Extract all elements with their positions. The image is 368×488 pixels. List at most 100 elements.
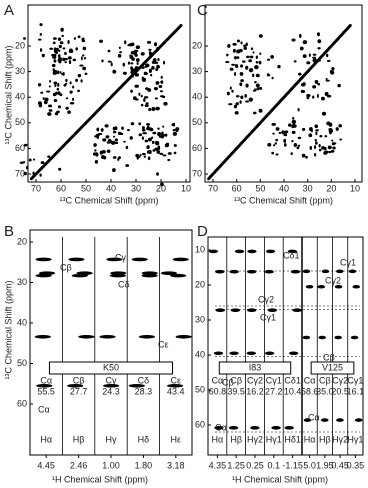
- label: -1.15: [282, 460, 303, 470]
- cross-peak: [314, 138, 317, 142]
- label: Hγ1: [347, 434, 363, 444]
- label: Cγ1: [260, 312, 276, 322]
- cross-peak: [148, 107, 152, 112]
- peak: [290, 269, 301, 274]
- cross-peak: [103, 155, 107, 160]
- cross-peak: [73, 37, 76, 40]
- peak: [348, 269, 357, 274]
- cross-peak: [293, 60, 297, 63]
- cross-peak: [325, 53, 329, 58]
- cross-peak: [77, 89, 81, 93]
- cross-peak: [297, 136, 302, 140]
- cross-peak: [242, 60, 246, 63]
- cross-peak: [321, 146, 325, 150]
- cross-peak: [80, 79, 83, 83]
- cross-peak: [255, 73, 260, 78]
- cross-peak: [39, 32, 42, 36]
- cross-peak: [39, 23, 43, 27]
- label: 10: [195, 244, 205, 254]
- label: Cγ2: [247, 375, 263, 385]
- cross-peak: [173, 151, 177, 155]
- cross-peak: [175, 130, 179, 133]
- cross-peak: [94, 160, 99, 164]
- cross-peak: [337, 83, 341, 88]
- cross-peak: [77, 35, 81, 39]
- cross-peak: [308, 133, 313, 138]
- cross-peak: [297, 144, 301, 147]
- cross-peak: [99, 39, 103, 43]
- label: 4.35: [209, 460, 227, 470]
- cross-peak: [145, 63, 150, 68]
- cross-peak: [102, 150, 106, 153]
- cross-peak: [151, 107, 156, 112]
- cross-peak: [252, 89, 256, 92]
- plot-frame: [27, 4, 191, 183]
- label: Hβ: [73, 434, 85, 444]
- cross-peak: [25, 165, 29, 170]
- cross-peak: [96, 127, 100, 132]
- cross-peak: [156, 172, 159, 176]
- peak: [36, 383, 53, 388]
- cross-peak: [254, 65, 259, 70]
- cross-peak: [122, 62, 126, 67]
- peak: [354, 418, 363, 422]
- cross-peak: [67, 110, 71, 114]
- cross-peak: [57, 54, 61, 58]
- cross-peak: [136, 155, 139, 160]
- cross-peak: [160, 182, 164, 187]
- cross-peak: [122, 71, 127, 75]
- label: Hγ: [106, 434, 117, 444]
- label: 60: [15, 143, 25, 153]
- label: 4.45: [37, 460, 55, 470]
- peak: [302, 335, 311, 340]
- cross-peak: [275, 127, 280, 131]
- cross-peak: [119, 51, 122, 54]
- cross-peak: [155, 106, 160, 111]
- cross-peak: [290, 152, 294, 155]
- cross-peak: [328, 129, 334, 134]
- cross-peak: [156, 149, 161, 154]
- label: ¹H Chemical Shift (ppm): [232, 474, 328, 484]
- diagonal-peak: [29, 177, 33, 181]
- cross-peak: [146, 150, 150, 154]
- cross-peak: [321, 111, 327, 116]
- label: 30: [131, 183, 141, 193]
- label: 1.25: [227, 460, 245, 470]
- cross-peak: [164, 143, 169, 148]
- cross-peak: [58, 49, 61, 53]
- label: Hα: [40, 434, 52, 444]
- cross-peak: [100, 128, 104, 132]
- peak: [103, 383, 120, 388]
- label: 16.2: [246, 386, 264, 396]
- label: 50: [81, 183, 91, 193]
- cross-peak: [49, 47, 53, 50]
- residue-box: [48, 361, 174, 375]
- cross-peak: [151, 140, 155, 144]
- cross-peak: [158, 135, 163, 138]
- cross-peak: [144, 104, 149, 108]
- cross-peak: [141, 128, 146, 132]
- label: 20: [15, 40, 25, 50]
- cross-peak: [114, 138, 118, 142]
- cross-peak: [38, 104, 43, 108]
- cross-peak: [313, 152, 317, 157]
- cross-peak: [162, 125, 165, 128]
- label: Cγ2: [325, 275, 341, 285]
- cross-peak: [130, 89, 133, 93]
- cross-peak: [229, 67, 234, 71]
- cross-peak: [72, 85, 75, 89]
- cross-peak: [117, 131, 122, 136]
- peak: [106, 257, 123, 262]
- cross-peak: [153, 86, 158, 91]
- cross-peak: [23, 37, 27, 40]
- peak: [214, 426, 224, 430]
- cross-peak: [48, 109, 53, 112]
- cross-peak: [143, 96, 149, 99]
- cross-peak: [81, 37, 85, 41]
- label: Cγ: [115, 252, 126, 262]
- cross-peak: [125, 145, 129, 149]
- cross-peak: [258, 86, 263, 90]
- cross-peak: [130, 70, 134, 74]
- peak: [208, 249, 219, 254]
- cross-peak: [147, 156, 151, 161]
